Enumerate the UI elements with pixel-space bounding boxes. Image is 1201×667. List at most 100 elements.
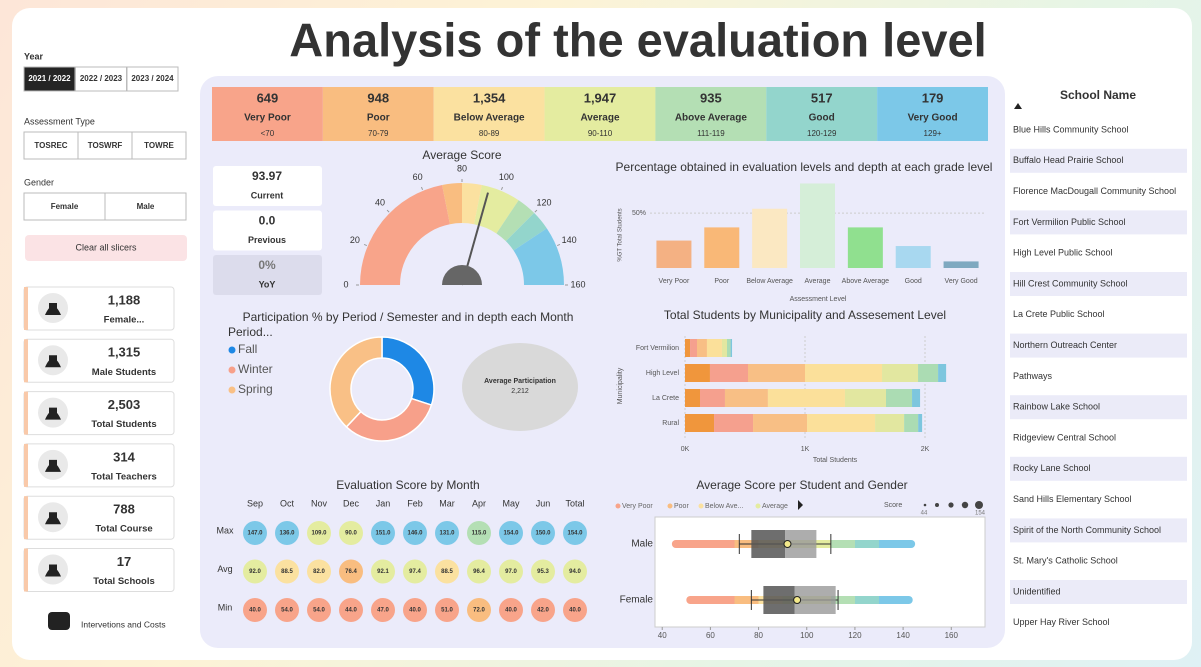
level-name: Very Good bbox=[908, 113, 958, 124]
slicer-button[interactable] bbox=[131, 131, 187, 160]
score-text: 115.0 bbox=[472, 531, 487, 537]
slicer-button[interactable] bbox=[104, 192, 187, 221]
y-tick-label: High Level bbox=[646, 370, 680, 377]
score-text: 54.0 bbox=[281, 608, 293, 614]
school-name[interactable]: Unidentified bbox=[1013, 586, 1061, 596]
bar-segment bbox=[918, 364, 939, 382]
school-name[interactable]: Spirit of the North Community School bbox=[1013, 525, 1161, 535]
mean-marker bbox=[793, 596, 802, 604]
school-name[interactable]: Florence MacDougall Community School bbox=[1013, 186, 1176, 196]
slicer-label: Gender bbox=[24, 177, 54, 187]
score-text: 44.0 bbox=[345, 608, 357, 614]
clear-button[interactable] bbox=[25, 235, 187, 261]
gauge-band bbox=[474, 184, 519, 234]
x-tick-label: 160 bbox=[945, 631, 959, 640]
school-name[interactable]: Pathways bbox=[1013, 371, 1053, 381]
score-text: 76.4 bbox=[345, 569, 357, 575]
school-name[interactable]: Fort Vermilion Public School bbox=[1013, 217, 1126, 227]
kpi-glyph bbox=[45, 459, 61, 472]
legend-swatch bbox=[228, 386, 236, 394]
kpi-label: Total Students bbox=[91, 419, 156, 430]
chart-title: Percentage obtained in evaluation levels… bbox=[616, 160, 993, 174]
gauge-band bbox=[513, 228, 564, 285]
level-range: <70 bbox=[261, 129, 275, 138]
school-name[interactable]: La Crete Public School bbox=[1013, 309, 1105, 319]
gauge-band bbox=[442, 183, 462, 225]
slicer-button[interactable] bbox=[23, 66, 76, 92]
chart-title: Participation % by Period / Semester and… bbox=[243, 310, 574, 324]
school-name[interactable]: Blue Hills Community School bbox=[1013, 124, 1129, 134]
score-text: 109.0 bbox=[311, 531, 327, 537]
bar-segment bbox=[918, 414, 923, 432]
school-name[interactable]: Northern Outreach Center bbox=[1013, 340, 1117, 350]
legend-swatch bbox=[228, 366, 236, 374]
box-lower bbox=[763, 586, 795, 614]
level-name: Average bbox=[580, 113, 620, 124]
bar-segment bbox=[685, 364, 710, 382]
score-bubble bbox=[531, 559, 555, 584]
kpi-strip bbox=[24, 496, 28, 540]
score-bubble bbox=[467, 598, 491, 622]
box-upper bbox=[794, 586, 836, 614]
score-bubble bbox=[371, 598, 395, 622]
score-text: 95.3 bbox=[537, 569, 549, 575]
level-range: 90-110 bbox=[588, 129, 613, 138]
school-name[interactable]: Ridgeview Central School bbox=[1013, 432, 1116, 442]
gauge-tick bbox=[556, 243, 561, 247]
average-card bbox=[462, 343, 578, 431]
score-text: 51.0 bbox=[441, 608, 453, 614]
column-header: Nov bbox=[311, 498, 328, 508]
school-name[interactable]: Rainbow Lake School bbox=[1013, 402, 1100, 412]
link-icon[interactable] bbox=[48, 612, 70, 630]
row-shade bbox=[1010, 456, 1187, 481]
x-tick-label: 2K bbox=[921, 446, 930, 453]
slicer-option: Female bbox=[51, 202, 79, 211]
slicer-option: TOWRE bbox=[144, 141, 174, 150]
size-legend-max: 154 bbox=[975, 511, 986, 517]
y-tick-label: La Crete bbox=[652, 395, 679, 402]
legend-swatch bbox=[698, 503, 704, 509]
school-name[interactable]: Rocky Lane School bbox=[1013, 463, 1091, 473]
sort-arrow[interactable] bbox=[1014, 103, 1022, 109]
score-text: 154.0 bbox=[503, 531, 519, 537]
score-bubble bbox=[467, 559, 491, 584]
kpi-glyph bbox=[45, 407, 61, 420]
school-name[interactable]: St. Mary's Catholic School bbox=[1013, 556, 1118, 566]
x-tick-label: 100 bbox=[800, 631, 814, 640]
score-bubble bbox=[275, 598, 299, 622]
level-count: 1,354 bbox=[473, 90, 506, 105]
score-text: 147.0 bbox=[247, 531, 263, 537]
score-text: 154.0 bbox=[567, 531, 583, 537]
score-text: 150.0 bbox=[535, 531, 551, 537]
school-name[interactable]: Buffalo Head Prairie School bbox=[1013, 155, 1123, 165]
score-bubble bbox=[371, 559, 395, 584]
bar-segment bbox=[753, 414, 808, 432]
slicer-button[interactable] bbox=[126, 66, 179, 92]
score-text: 151.0 bbox=[375, 531, 391, 537]
gauge-band bbox=[360, 184, 450, 285]
score-text: 88.5 bbox=[281, 569, 293, 575]
slicer-option: 2021 / 2022 bbox=[28, 74, 71, 83]
school-name[interactable]: Upper Hay River School bbox=[1013, 617, 1110, 627]
score-label: YoY bbox=[259, 279, 276, 289]
level-band bbox=[766, 87, 878, 141]
gauge-tick bbox=[363, 243, 368, 247]
bar-segment bbox=[709, 364, 748, 382]
x-tick-label: Very Poor bbox=[659, 278, 690, 285]
gauge-tick bbox=[534, 209, 538, 213]
score-bubble bbox=[339, 559, 363, 584]
score-bubble bbox=[275, 521, 299, 545]
school-name[interactable]: Hill Crest Community School bbox=[1013, 278, 1128, 288]
level-count: 517 bbox=[811, 90, 833, 105]
level-range: 80-89 bbox=[479, 129, 500, 138]
legend-swatch bbox=[615, 503, 621, 509]
legend-more[interactable] bbox=[798, 500, 803, 510]
school-name[interactable]: High Level Public School bbox=[1013, 248, 1113, 258]
score-text: 82.0 bbox=[313, 569, 325, 575]
bar-segment bbox=[697, 339, 707, 357]
score-bubble bbox=[403, 521, 427, 545]
score-text: 92.0 bbox=[249, 569, 261, 575]
kpi-label: Female... bbox=[104, 315, 145, 326]
school-name[interactable]: Sand Hills Elementary School bbox=[1013, 494, 1132, 504]
slicer-button[interactable] bbox=[75, 66, 127, 92]
